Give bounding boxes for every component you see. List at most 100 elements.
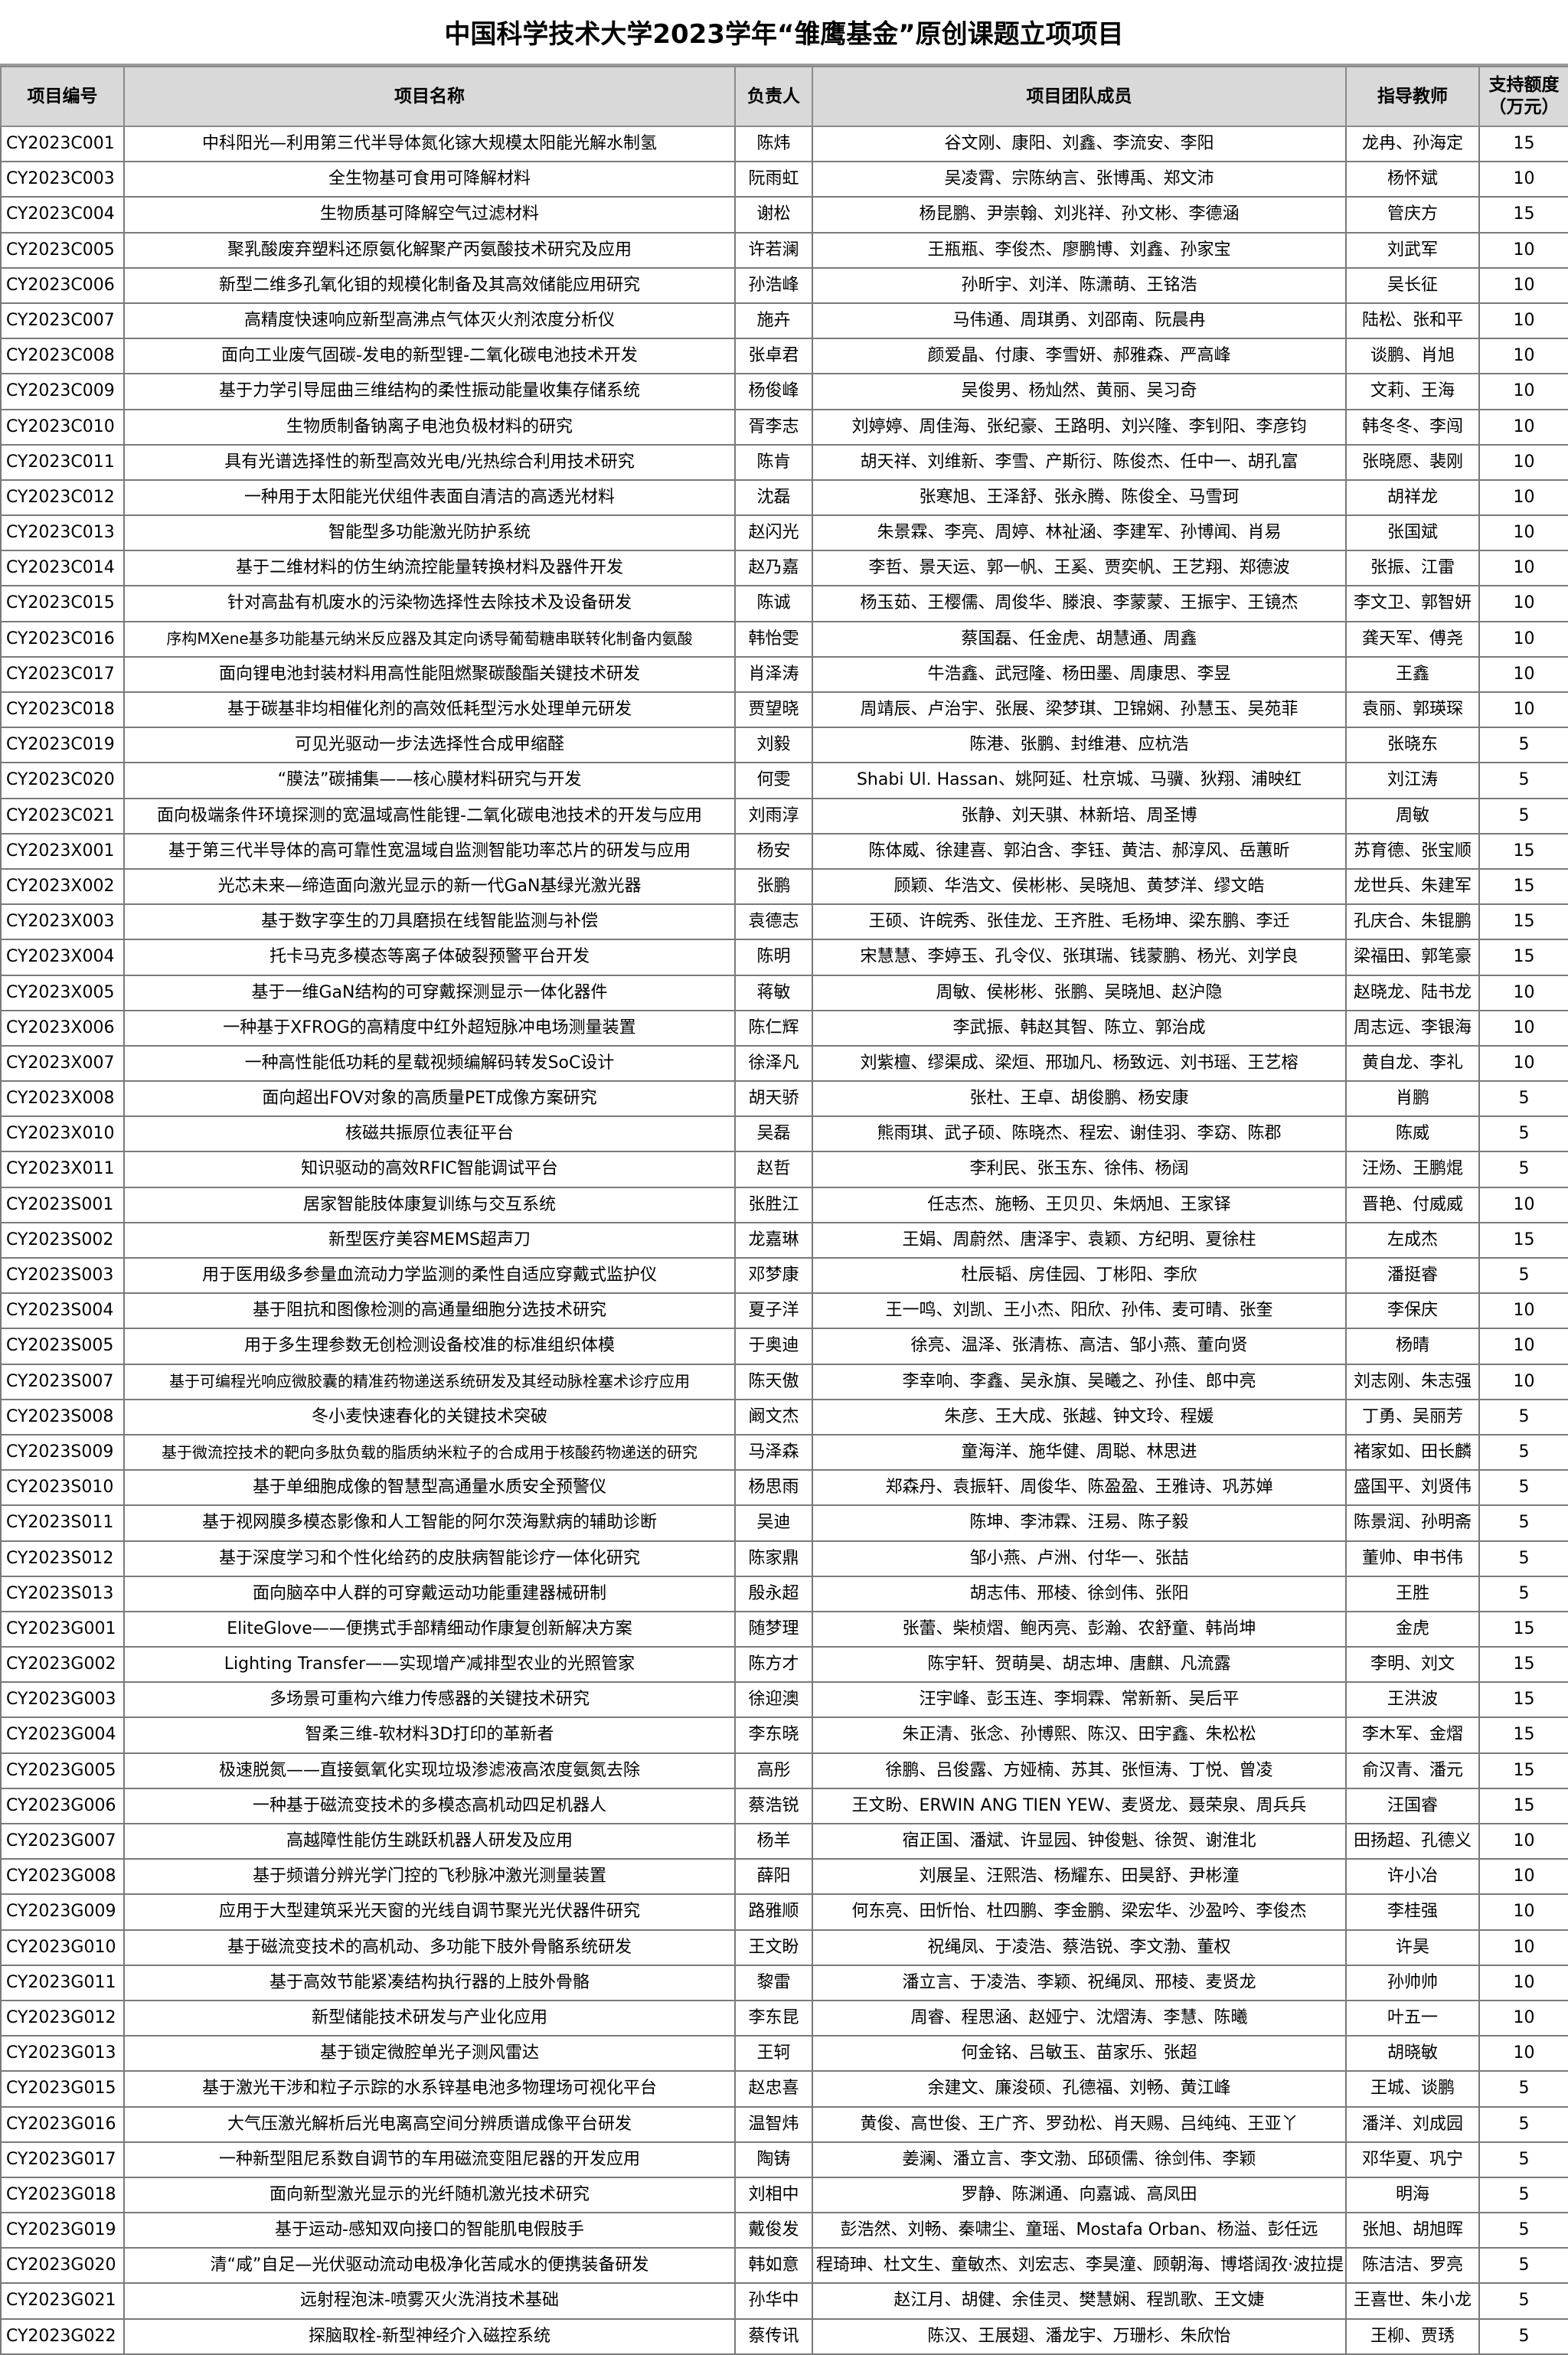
- cell-project-name: 基于微流控技术的靶向多肽负载的脂质纳米粒子的合成用于核酸药物递送的研究: [123, 1433, 736, 1471]
- cell-funding: 5: [1478, 2247, 1568, 2285]
- cell-project-id: CY2023S002: [0, 1221, 125, 1259]
- cell-team-members: 周敏、侯彬彬、张鹏、吴晓旭、赵沪隐: [812, 974, 1347, 1011]
- cell-advisor: 赵晓龙、陆书龙: [1345, 974, 1480, 1011]
- cell-funding: 5: [1478, 1398, 1568, 1436]
- cell-project-id: CY2023G009: [0, 1893, 125, 1931]
- cell-advisor: 许昊: [1345, 1929, 1480, 1966]
- cell-team-members: 陈体威、徐建喜、郭泊含、李钰、黄洁、郝淳风、岳蕙昕: [812, 832, 1347, 870]
- cell-leader: 李东晓: [734, 1716, 813, 1754]
- cell-project-id: CY2023C004: [0, 196, 125, 234]
- cell-leader: 戴俊发: [734, 2212, 813, 2249]
- cell-project-id: CY2023G011: [0, 1964, 125, 2001]
- table-row: CY2023G007 高越障性能仿生跳跃机器人研发及应用 杨羊 宿正国、潘斌、许显园、…: [0, 1822, 1568, 1860]
- cell-project-name: 面向新型激光显示的光纤随机激光技术研究: [123, 2176, 736, 2214]
- cell-funding: 10: [1478, 1929, 1568, 1966]
- table-row: CY2023S012 基于深度学习和个性化给药的皮肤病智能诊疗一体化研究 陈家鼎 邹小…: [0, 1540, 1568, 1577]
- cell-advisor: 叶五一: [1345, 1999, 1480, 2037]
- cell-project-name: 基于碳基非均相催化剂的高效低耗型污水处理单元研发: [123, 691, 736, 729]
- cell-team-members: 胡志伟、邢棱、徐剑伟、张阳: [812, 1575, 1347, 1612]
- cell-leader: 胥李志: [734, 408, 813, 446]
- cell-project-name: 多场景可重构六维力传感器的关键技术研究: [123, 1681, 736, 1719]
- cell-funding: 10: [1478, 161, 1568, 198]
- cell-project-id: CY2023G021: [0, 2282, 125, 2320]
- cell-leader: 随梦理: [734, 1610, 813, 1648]
- cell-project-id: CY2023C020: [0, 762, 125, 799]
- cell-advisor: 刘江涛: [1345, 762, 1480, 799]
- cell-advisor: 张晓愿、裴刚: [1345, 443, 1480, 481]
- cell-project-id: CY2023S010: [0, 1469, 125, 1507]
- cell-project-id: CY2023C008: [0, 338, 125, 375]
- cell-project-name: 新型储能技术研发与产业化应用: [123, 1999, 736, 2037]
- cell-advisor: 吴长征: [1345, 266, 1480, 304]
- cell-team-members: 杨昆鹏、尹崇翰、刘兆祥、孙文彬、李德涵: [812, 196, 1347, 234]
- cell-project-name: EliteGlove——便携式手部精细动作康复创新解决方案: [123, 1610, 736, 1648]
- cell-funding: 10: [1478, 338, 1568, 375]
- cell-project-name: 探脑取栓-新型神经介入磁控系统: [123, 2317, 736, 2355]
- cell-team-members: 周睿、程思涵、赵娅宁、沈熠涛、李慧、陈曦: [812, 1999, 1347, 2037]
- cell-leader: 张卓君: [734, 338, 813, 375]
- cell-project-id: CY2023C011: [0, 443, 125, 481]
- cell-funding: 5: [1478, 2070, 1568, 2108]
- cell-leader: 陈肯: [734, 443, 813, 481]
- table-row: CY2023C003 全生物基可食用可降解材料 阮雨虹 吴凌霄、宗陈纳言、张博禹、郑文…: [0, 161, 1568, 198]
- cell-project-id: CY2023G003: [0, 1681, 125, 1719]
- cell-project-id: CY2023X008: [0, 1080, 125, 1118]
- cell-team-members: 陈港、张鹏、封维港、应杭浩: [812, 727, 1347, 764]
- cell-team-members: 陈坤、李沛霖、汪易、陈子毅: [812, 1504, 1347, 1542]
- table-row: CY2023S013 面向脑卒中人群的可穿戴运动功能重建器械研制 殷永超 胡志伟、邢棱…: [0, 1575, 1568, 1612]
- header-project-name: 项目名称: [123, 66, 736, 127]
- cell-funding: 10: [1478, 1893, 1568, 1931]
- cell-team-members: 马伟通、周琪勇、刘邵南、阮晨冉: [812, 302, 1347, 340]
- cell-leader: 赵闪光: [734, 514, 813, 552]
- cell-leader: 杨思雨: [734, 1469, 813, 1507]
- cell-advisor: 陈景润、孙明斋: [1345, 1504, 1480, 1542]
- cell-project-name: 智能型多功能激光防护系统: [123, 514, 736, 552]
- cell-project-id: CY2023X003: [0, 903, 125, 941]
- cell-funding: 15: [1478, 1221, 1568, 1259]
- cell-funding: 15: [1478, 1646, 1568, 1684]
- cell-advisor: 胡晓敏: [1345, 2035, 1480, 2072]
- cell-project-name: 一种高性能低功耗的星载视频编解码转发SoC设计: [123, 1044, 736, 1083]
- cell-team-members: 徐亮、温泽、张清栋、高洁、邹小燕、董向贤: [812, 1328, 1347, 1365]
- cell-team-members: 刘婷婷、周佳海、张纪豪、王路明、刘兴隆、李钊阳、李彦钧: [812, 408, 1347, 446]
- cell-advisor: 陈洁洁、罗亮: [1345, 2247, 1480, 2285]
- cell-advisor: 杨晴: [1345, 1328, 1480, 1365]
- page-title: 中国科学技术大学2023学年“雏鹰基金”原创课题立项项目: [0, 0, 1568, 66]
- table-row: CY2023S004 基于阻抗和图像检测的高通量细胞分选技术研究 夏子洋 王一鸣、刘凯…: [0, 1292, 1568, 1330]
- table-row: CY2023S011 基于视网膜多模态影像和人工智能的阿尔茨海默病的辅助诊断 吴迪陈…: [0, 1504, 1568, 1542]
- cell-advisor: 袁丽、郭瑛琛: [1345, 691, 1480, 729]
- cell-project-name: 聚乳酸废弃塑料还原氨化解聚产丙氨酸技术研究及应用: [123, 231, 736, 269]
- cell-project-id: CY2023G010: [0, 1929, 125, 1966]
- table-row: CY2023S009 基于微流控技术的靶向多肽负载的脂质纳米粒子的合成用于核酸药物…: [0, 1433, 1568, 1471]
- cell-project-id: CY2023C003: [0, 161, 125, 198]
- cell-project-name: 用于医用级多参量血流动力学监测的柔性自适应穿戴式监护仪: [123, 1256, 736, 1295]
- cell-advisor: 王洪波: [1345, 1681, 1480, 1719]
- cell-funding: 15: [1478, 1610, 1568, 1648]
- cell-advisor: 李木军、金熠: [1345, 1716, 1480, 1754]
- cell-project-id: CY2023S004: [0, 1292, 125, 1330]
- cell-leader: 刘相中: [734, 2176, 813, 2214]
- cell-team-members: 周靖辰、卢治宇、张展、梁梦琪、卫锦娴、孙慧玉、吴苑菲: [812, 691, 1347, 729]
- cell-leader: 吴磊: [734, 1115, 813, 1153]
- cell-funding: 10: [1478, 620, 1568, 658]
- cell-project-name: 基于一维GaN结构的可穿戴探测显示一体化器件: [123, 974, 736, 1011]
- cell-leader: 张胜江: [734, 1186, 813, 1223]
- cell-funding: 10: [1478, 1999, 1568, 2037]
- table-row: CY2023C019 可见光驱动一步法选择性合成甲缩醛 刘毅 陈港、张鹏、封维港、应杭…: [0, 727, 1568, 764]
- cell-advisor: 管庆方: [1345, 196, 1480, 234]
- table-row: CY2023S005 用于多生理参数无创检测设备校准的标准组织体模 于奥迪 徐亮、温泽…: [0, 1328, 1568, 1365]
- table-row: CY2023C004 生物质基可降解空气过滤材料 谢松 杨昆鹏、尹崇翰、刘兆祥、孙文彬…: [0, 196, 1568, 234]
- cell-project-name: 清“咸”自足—光伏驱动流动电极净化苦咸水的便携装备研发: [123, 2247, 736, 2285]
- cell-project-id: CY2023C018: [0, 691, 125, 729]
- cell-funding: 10: [1478, 514, 1568, 552]
- cell-project-id: CY2023X011: [0, 1151, 125, 1188]
- cell-funding: 5: [1478, 1115, 1568, 1153]
- cell-advisor: 盛国平、刘贤伟: [1345, 1469, 1480, 1507]
- cell-leader: 袁德志: [734, 903, 813, 941]
- cell-leader: 贾望晓: [734, 691, 813, 729]
- cell-project-name: 大气压激光解析后光电离高空间分辨质谱成像平台研发: [123, 2105, 736, 2143]
- cell-advisor: 田扬超、孔德义: [1345, 1822, 1480, 1860]
- table-row: CY2023C008 面向工业废气固碳-发电的新型锂-二氧化碳电池技术开发 张卓君颜…: [0, 338, 1568, 375]
- cell-funding: 10: [1478, 231, 1568, 269]
- cell-team-members: 顾颖、华浩文、侯彬彬、吴晓旭、黄梦洋、缪文皓: [812, 867, 1347, 906]
